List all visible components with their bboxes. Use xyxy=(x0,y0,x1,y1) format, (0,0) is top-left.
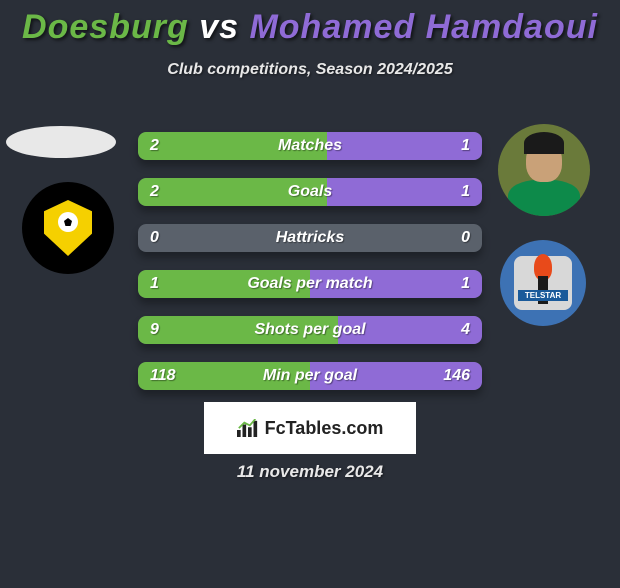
club2-label: TELSTAR xyxy=(518,290,568,301)
footer-logo-text: FcTables.com xyxy=(265,418,384,439)
player1-avatar xyxy=(6,126,116,158)
stat-label: Shots per goal xyxy=(138,321,482,339)
title-player1: Doesburg xyxy=(22,8,189,46)
stat-row: 94Shots per goal xyxy=(138,316,482,344)
stat-label: Goals per match xyxy=(138,275,482,293)
title-vs: vs xyxy=(199,8,249,46)
page-title: Doesburg vs Mohamed Hamdaoui xyxy=(0,8,620,47)
stat-row: 21Matches xyxy=(138,132,482,160)
stat-row: 11Goals per match xyxy=(138,270,482,298)
stat-row: 00Hattricks xyxy=(138,224,482,252)
club2-badge: TELSTAR xyxy=(500,240,586,326)
stat-row: 118146Min per goal xyxy=(138,362,482,390)
title-player2: Mohamed Hamdaoui xyxy=(249,8,597,46)
subtitle: Club competitions, Season 2024/2025 xyxy=(0,61,620,79)
footer-date: 11 november 2024 xyxy=(0,462,620,482)
footer-logo[interactable]: FcTables.com xyxy=(204,402,416,454)
stat-label: Hattricks xyxy=(138,229,482,247)
stat-row: 21Goals xyxy=(138,178,482,206)
stat-label: Goals xyxy=(138,183,482,201)
chart-icon xyxy=(237,419,259,437)
stat-label: Min per goal xyxy=(138,367,482,385)
stat-label: Matches xyxy=(138,137,482,155)
player2-avatar xyxy=(498,124,590,216)
club1-badge xyxy=(22,182,114,274)
stats-container: 21Matches 21Goals 00Hattricks 11Goals per m… xyxy=(138,132,482,408)
